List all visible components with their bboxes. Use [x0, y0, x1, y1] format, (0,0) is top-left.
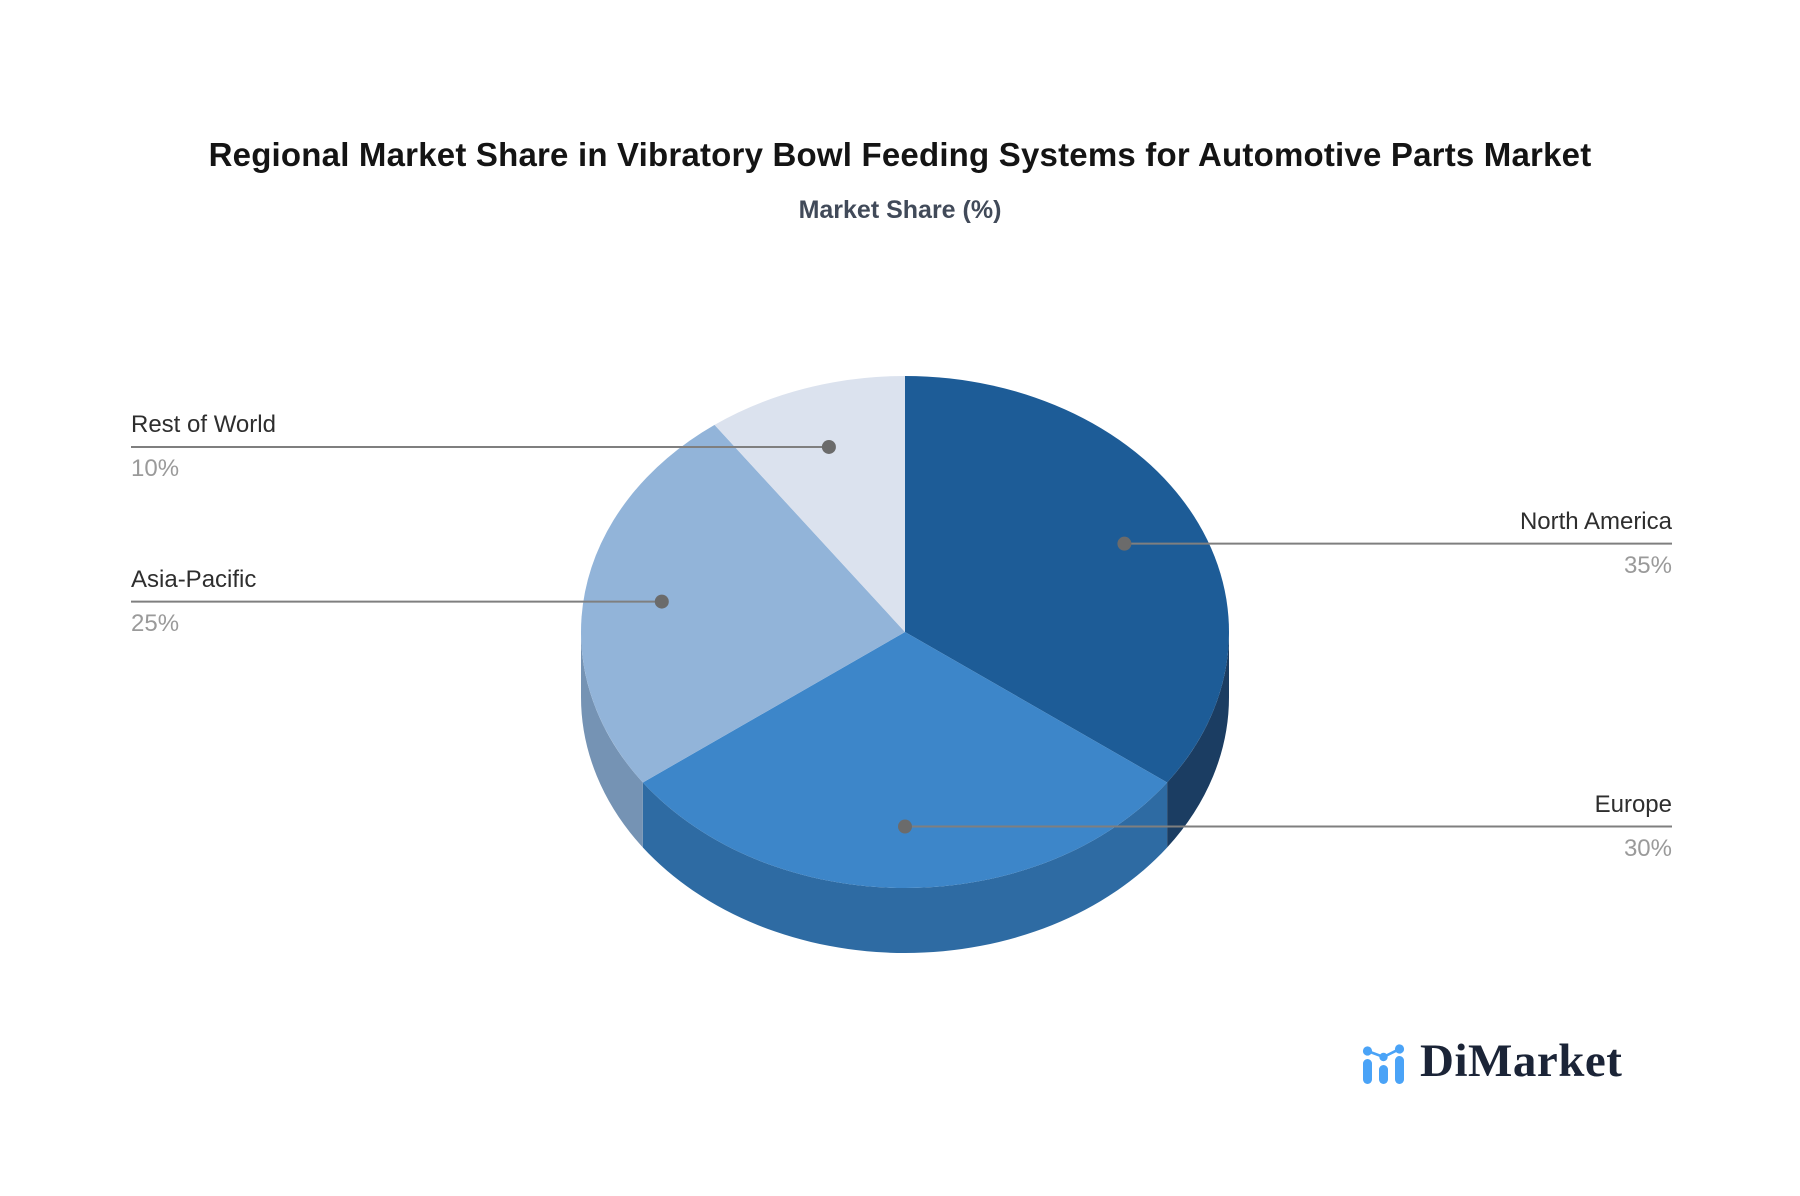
leader-dot-asia-pacific	[654, 594, 669, 609]
chart-title: Regional Market Share in Vibratory Bowl …	[208, 136, 1592, 173]
chart-subtitle: Market Share (%)	[798, 196, 1002, 224]
leader-dot-north-america	[1117, 536, 1132, 551]
leader-dot-rest-of-world	[821, 439, 836, 454]
pie-slice-side-europe	[642, 782, 1168, 953]
pie-slice-asia-pacific[interactable]	[580, 424, 905, 783]
pie-label-percent: 10%	[131, 454, 180, 482]
pie-slice-north-america[interactable]	[905, 376, 1229, 783]
pie-label-name: Asia-Pacific	[131, 565, 257, 593]
pie-slice-europe[interactable]	[642, 632, 1168, 889]
pie-slice-side-north-america	[1167, 632, 1229, 848]
pie-label-name: North America	[1519, 507, 1672, 535]
pie-label-europe: Europe 30%	[1112, 790, 1672, 864]
dimarket-logo: DiMarket	[1362, 1038, 1622, 1085]
pie-label-rest-of-world: Rest of World 10%	[131, 410, 691, 484]
pie-label-name: Europe	[1594, 790, 1672, 818]
pie-slice-rest-of-world[interactable]	[714, 376, 905, 632]
pie-label-percent: 30%	[1623, 834, 1672, 862]
pie-label-name: Rest of World	[131, 410, 276, 438]
bar-chart-icon	[1362, 1044, 1405, 1084]
logo-text: DiMarket	[1420, 1035, 1623, 1087]
pie-label-percent: 25%	[131, 609, 180, 637]
pie-label-percent: 35%	[1623, 551, 1672, 579]
pie-label-asia-pacific: Asia-Pacific 25%	[131, 565, 691, 639]
leader-dot-europe	[898, 819, 912, 834]
pie-label-north-america: North America 35%	[1112, 507, 1672, 581]
pie-slice-side-asia-pacific	[581, 632, 643, 848]
